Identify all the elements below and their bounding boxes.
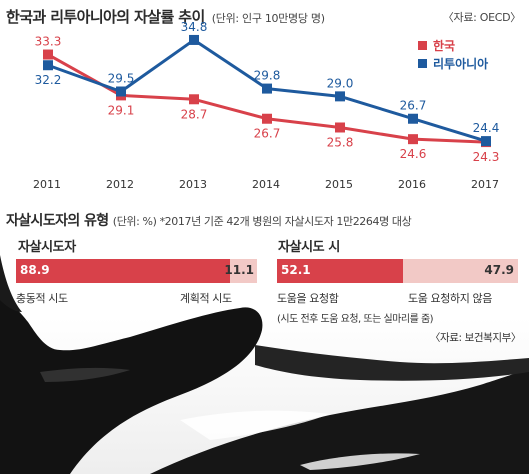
data-point-lithuania-2012: [116, 86, 126, 97]
left-bar-label-2: 계획적 시도: [180, 292, 232, 305]
x-tick-2013: 2013: [179, 178, 207, 191]
legend-swatch-korea: [418, 40, 427, 50]
left-bar-value-2: 11.1: [224, 263, 254, 277]
left-bar-value-1: 88.9: [20, 263, 50, 277]
data-label-korea-2015: 25.8: [327, 135, 354, 149]
data-point-lithuania-2013: [189, 34, 199, 45]
data-point-lithuania-2011: [43, 60, 53, 71]
left-bar-title: 자살시도자: [18, 240, 76, 255]
right-bar-segment-asked: 52.1: [277, 259, 403, 283]
legend-label-korea: 한국: [433, 38, 456, 53]
x-tick-2017: 2017: [471, 178, 499, 191]
data-point-korea-2013: [189, 94, 199, 105]
section-title: 자살시도자의 유형 (단위: %) *2017년 기준 42개 병원의 자살시도…: [6, 210, 412, 230]
data-point-korea-2014: [262, 113, 272, 124]
data-label-korea-2014: 26.7: [254, 127, 281, 141]
left-bar-segment-impulsive: 88.9: [16, 259, 231, 283]
chart-title: 한국과 리투아니아의 자살률 추이: [6, 8, 205, 26]
right-bar-label-2: 도움 요청하지 않음: [408, 292, 492, 305]
data-point-lithuania-2016: [408, 113, 418, 124]
data-point-lithuania-2015: [335, 91, 345, 102]
chart-header: 한국과 리투아니아의 자살률 추이 (단위: 인구 10만명당 명): [6, 6, 325, 27]
data-point-korea-2016: [408, 134, 418, 145]
right-bar-title: 자살시도 시: [278, 240, 340, 255]
data-label-lithuania-2016: 26.7: [400, 99, 427, 113]
data-point-korea-2011: [43, 49, 53, 60]
data-label-korea-2016: 24.6: [400, 147, 427, 161]
data-label-lithuania-2014: 29.8: [254, 69, 281, 83]
data-label-lithuania-2012: 29.5: [108, 72, 135, 86]
chart-source: 〈자료: OECD〉: [442, 11, 522, 24]
data-label-korea-2017: 24.3: [473, 150, 500, 164]
data-label-lithuania-2015: 29.0: [327, 76, 354, 90]
bottom-source: 〈자료: 보건복지부〉: [429, 332, 522, 344]
right-bar-note: (시도 전후 도움 요청, 또는 실마리를 줌): [277, 314, 434, 325]
legend-item-korea: 한국: [418, 36, 488, 54]
section-title-text: 자살시도자의 유형: [6, 213, 109, 229]
line-chart: 33.3 29.1 28.7 26.7 25.8 24.6 24.3 32.2 29.5 34.8…: [33, 20, 500, 191]
x-tick-2012: 2012: [106, 178, 134, 191]
legend-item-lithuania: 리투아니아: [418, 54, 488, 72]
legend-swatch-lithuania: [418, 58, 427, 68]
right-bar-value-1: 52.1: [281, 263, 311, 277]
left-bar-label-1: 충동적 시도: [16, 292, 68, 305]
data-label-korea-2012: 29.1: [108, 103, 135, 117]
right-stacked-bar: 52.1 47.9: [277, 259, 518, 283]
legend-label-lithuania: 리투아니아: [433, 56, 489, 71]
chart-legend: 한국 리투아니아: [418, 36, 488, 72]
data-label-lithuania-2017: 24.4: [473, 121, 500, 135]
x-tick-2011: 2011: [33, 178, 61, 191]
right-bar-label-1: 도움을 요청함: [277, 292, 339, 305]
left-bar-segment-planned: 11.1: [224, 259, 257, 283]
x-tick-2015: 2015: [325, 178, 353, 191]
x-tick-2014: 2014: [252, 178, 280, 191]
x-tick-2016: 2016: [398, 178, 426, 191]
data-label-korea-2013: 28.7: [181, 107, 208, 121]
left-stacked-bar: 88.9 11.1: [16, 259, 257, 283]
data-label-lithuania-2013: 34.8: [181, 20, 208, 34]
right-bar-value-2: 47.9: [484, 263, 514, 277]
data-label-korea-2011: 33.3: [35, 35, 62, 49]
right-bar-segment-not-asked: 47.9: [402, 259, 518, 283]
data-point-korea-2015: [335, 122, 345, 133]
data-point-lithuania-2017: [481, 136, 491, 147]
section-note: (단위: %) *2017년 기준 42개 병원의 자살시도자 1만2264명 …: [112, 215, 412, 228]
chart-unit: (단위: 인구 10만명당 명): [211, 12, 325, 25]
data-point-lithuania-2014: [262, 83, 272, 94]
data-label-lithuania-2011: 32.2: [35, 73, 62, 87]
